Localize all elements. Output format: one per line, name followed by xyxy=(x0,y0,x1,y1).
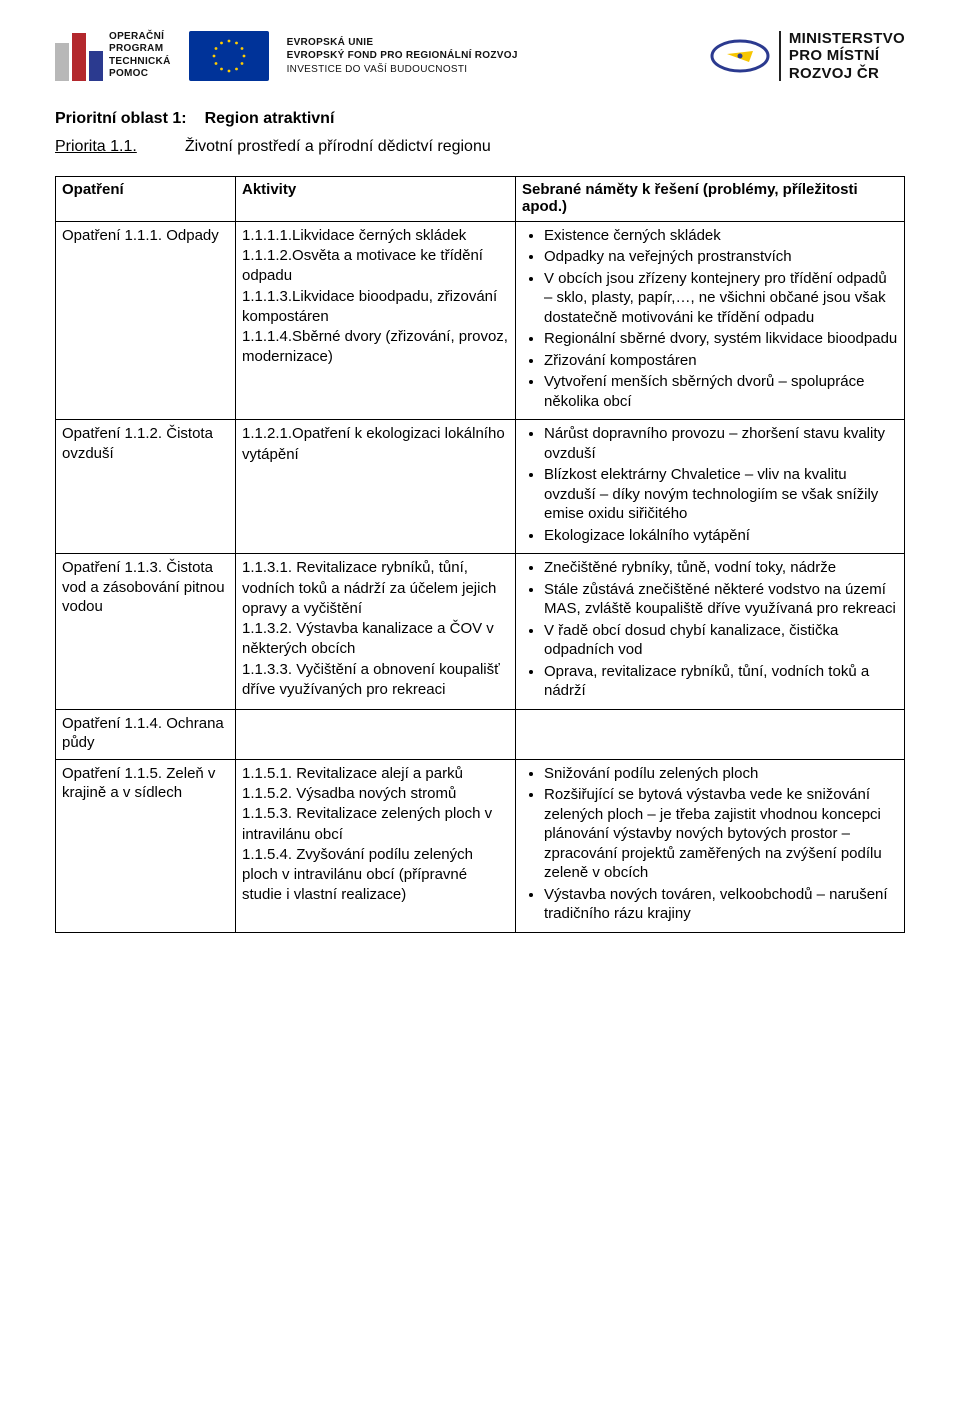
notes-list: Nárůst dopravního provozu – zhoršení sta… xyxy=(522,424,898,545)
header-logos: OPERAČNÍ PROGRAM TECHNICKÁ POMOC xyxy=(55,30,905,82)
eu-stars-icon xyxy=(210,37,248,75)
mmr-divider xyxy=(779,31,781,81)
logo-optp: OPERAČNÍ PROGRAM TECHNICKÁ POMOC xyxy=(55,31,171,81)
optp-line: TECHNICKÁ xyxy=(109,56,171,69)
measure-text: Opatření 1.1.3. Čistota vod a zásobování… xyxy=(62,558,229,617)
notes-cell: Znečištěné rybníky, tůně, vodní toky, ná… xyxy=(516,554,905,710)
activities-cell xyxy=(236,709,516,759)
measure-cell: Opatření 1.1.4. Ochrana půdy xyxy=(56,709,236,759)
priority-label: Priorita 1.1. xyxy=(55,138,137,156)
measure-text: Opatření 1.1.5. Zeleň v krajině a v sídl… xyxy=(62,764,229,803)
mmr-text: MINISTERSTVO PRO MÍSTNÍ ROZVOJ ČR xyxy=(789,30,905,82)
optp-line: OPERAČNÍ xyxy=(109,31,171,44)
activities-text: 1.1.1.1.Likvidace černých skládek 1.1.1.… xyxy=(242,226,509,368)
table-row: Opatření 1.1.4. Ochrana půdy xyxy=(56,709,905,759)
notes-item: Zřizování kompostáren xyxy=(544,351,898,371)
notes-list: Existence černých skládekOdpadky na veře… xyxy=(522,226,898,412)
table-row: Opatření 1.1.1. Odpady 1.1.1.1.Likvidace … xyxy=(56,221,905,420)
table-row: Opatření 1.1.5. Zeleň v krajině a v sídl… xyxy=(56,759,905,932)
priority-area-label: Prioritní oblast 1: xyxy=(55,110,187,128)
table-row: Opatření 1.1.3. Čistota vod a zásobování… xyxy=(56,554,905,710)
optp-line: POMOC xyxy=(109,68,171,81)
activities-text: 1.1.5.1. Revitalizace alejí a parků 1.1.… xyxy=(242,764,509,906)
col-header-measure: Opatření xyxy=(56,176,236,221)
notes-item: Odpadky na veřejných prostranstvích xyxy=(544,247,898,267)
activities-text: 1.1.3.1. Revitalizace rybníků, tůní, vod… xyxy=(242,558,509,700)
table-header-row: Opatření Aktivity Sebrané náměty k řešen… xyxy=(56,176,905,221)
mmr-line: MINISTERSTVO xyxy=(789,30,905,47)
activities-cell: 1.1.5.1. Revitalizace alejí a parků 1.1.… xyxy=(236,759,516,932)
measure-cell: Opatření 1.1.2. Čistota ovzduší xyxy=(56,420,236,554)
activities-cell: 1.1.3.1. Revitalizace rybníků, tůní, vod… xyxy=(236,554,516,710)
notes-item: Stále zůstává znečištěné některé vodstvo… xyxy=(544,580,898,619)
priority-area-row: Prioritní oblast 1: Region atraktivní xyxy=(55,110,905,128)
measure-text: Opatření 1.1.4. Ochrana půdy xyxy=(62,714,229,753)
notes-item: Regionální sběrné dvory, systém likvidac… xyxy=(544,329,898,349)
notes-cell xyxy=(516,709,905,759)
notes-cell: Existence černých skládekOdpadky na veře… xyxy=(516,221,905,420)
eu-line: EVROPSKÁ UNIE xyxy=(287,36,518,50)
priority-area-title: Region atraktivní xyxy=(205,110,335,128)
notes-item: Vytvoření menších sběrných dvorů – spolu… xyxy=(544,372,898,411)
activities-cell: 1.1.1.1.Likvidace černých skládek 1.1.1.… xyxy=(236,221,516,420)
measures-table: Opatření Aktivity Sebrané náměty k řešen… xyxy=(55,176,905,933)
mmr-line: ROZVOJ ČR xyxy=(789,65,905,82)
notes-item: Znečištěné rybníky, tůně, vodní toky, ná… xyxy=(544,558,898,578)
notes-item: Existence černých skládek xyxy=(544,226,898,246)
activities-cell: 1.1.2.1.Opatření k ekologizaci lokálního… xyxy=(236,420,516,554)
col-header-activities: Aktivity xyxy=(236,176,516,221)
table-row: Opatření 1.1.2. Čistota ovzduší 1.1.2.1.O… xyxy=(56,420,905,554)
notes-list: Snižování podílu zelených plochRozšiřují… xyxy=(522,764,898,924)
notes-item: Výstavba nových továren, velkoobchodů – … xyxy=(544,885,898,924)
notes-cell: Snižování podílu zelených plochRozšiřují… xyxy=(516,759,905,932)
priority-row: Priorita 1.1. Životní prostředí a přírod… xyxy=(55,138,905,156)
eu-flag-icon xyxy=(189,31,269,81)
page: OPERAČNÍ PROGRAM TECHNICKÁ POMOC xyxy=(0,0,960,973)
col-header-notes: Sebrané náměty k řešení (problémy, příle… xyxy=(516,176,905,221)
mmr-compass-icon xyxy=(709,36,771,76)
notes-item: Blízkost elektrárny Chvaletice – vliv na… xyxy=(544,465,898,524)
measure-text: Opatření 1.1.1. Odpady xyxy=(62,226,229,246)
notes-item: Oprava, revitalizace rybníků, tůní, vodn… xyxy=(544,662,898,701)
table-body: Opatření 1.1.1. Odpady 1.1.1.1.Likvidace … xyxy=(56,221,905,932)
optp-text: OPERAČNÍ PROGRAM TECHNICKÁ POMOC xyxy=(109,31,171,81)
eu-text: EVROPSKÁ UNIE EVROPSKÝ FOND PRO REGIONÁL… xyxy=(287,36,518,77)
eu-line: EVROPSKÝ FOND PRO REGIONÁLNÍ ROZVOJ xyxy=(287,49,518,63)
notes-item: V obcích jsou zřízeny kontejnery pro tří… xyxy=(544,269,898,328)
eu-line: INVESTICE DO VAŠÍ BUDOUCNOSTI xyxy=(287,63,518,77)
notes-cell: Nárůst dopravního provozu – zhoršení sta… xyxy=(516,420,905,554)
measure-cell: Opatření 1.1.5. Zeleň v krajině a v sídl… xyxy=(56,759,236,932)
mmr-line: PRO MÍSTNÍ xyxy=(789,47,905,64)
title-block: Prioritní oblast 1: Region atraktivní Pr… xyxy=(55,110,905,156)
measure-text: Opatření 1.1.2. Čistota ovzduší xyxy=(62,424,229,463)
notes-item: Ekologizace lokálního vytápění xyxy=(544,526,898,546)
optp-bars-icon xyxy=(55,31,103,81)
measure-cell: Opatření 1.1.1. Odpady xyxy=(56,221,236,420)
logo-mmr: MINISTERSTVO PRO MÍSTNÍ ROZVOJ ČR xyxy=(709,30,905,82)
notes-list: Znečištěné rybníky, tůně, vodní toky, ná… xyxy=(522,558,898,701)
activities-text: 1.1.2.1.Opatření k ekologizaci lokálního… xyxy=(242,424,509,465)
notes-item: Snižování podílu zelených ploch xyxy=(544,764,898,784)
notes-item: V řadě obcí dosud chybí kanalizace, čist… xyxy=(544,621,898,660)
measure-cell: Opatření 1.1.3. Čistota vod a zásobování… xyxy=(56,554,236,710)
notes-item: Nárůst dopravního provozu – zhoršení sta… xyxy=(544,424,898,463)
priority-title: Životní prostředí a přírodní dědictví re… xyxy=(185,138,491,156)
notes-item: Rozšiřující se bytová výstavba vede ke s… xyxy=(544,785,898,883)
optp-line: PROGRAM xyxy=(109,43,171,56)
